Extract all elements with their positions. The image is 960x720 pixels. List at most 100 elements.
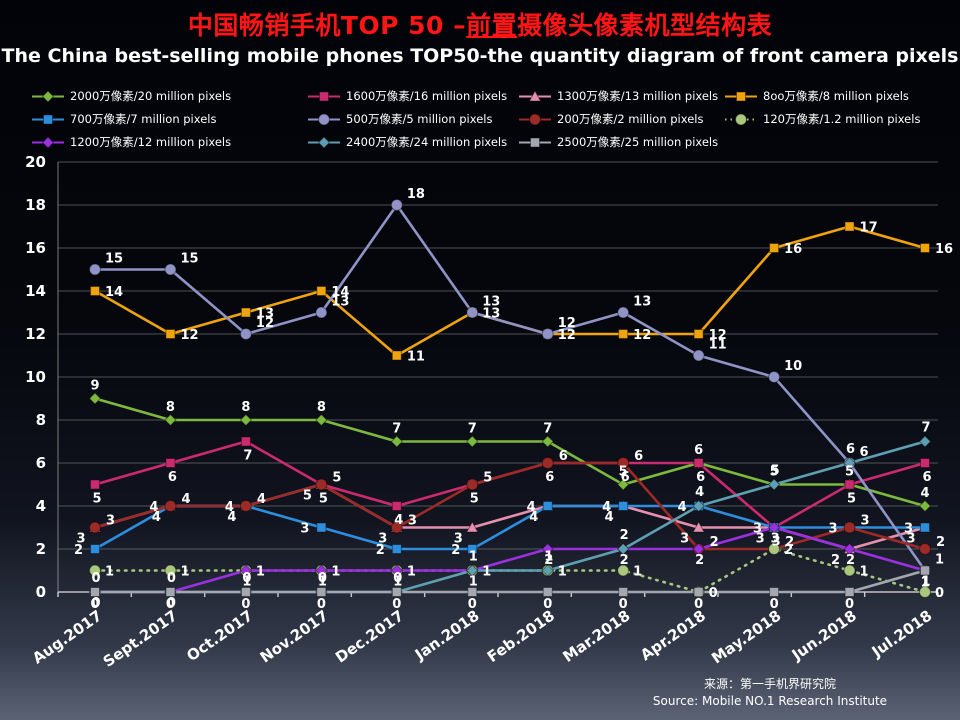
data-label: 1 [482,565,491,580]
data-point-marker [844,221,855,232]
data-point-marker [693,458,704,468]
data-label: 0 [694,597,703,612]
data-label: 0 [392,597,401,612]
data-point-marker [692,499,705,513]
data-label: 1 [393,575,402,590]
data-point-marker [769,587,780,597]
data-label: 9 [90,379,99,394]
series-line [93,461,927,551]
data-point-marker [843,456,856,470]
data-point-marker [466,478,479,491]
data-label: 1 [920,576,929,591]
data-point-marker [88,392,102,405]
data-point-marker [843,542,856,556]
title-highlight: 前置 [466,11,518,40]
data-label: 7 [468,422,477,437]
data-label: 6 [621,470,630,485]
data-label: 2 [784,543,793,558]
data-label: 6 [694,443,703,458]
data-point-marker [316,587,327,597]
data-label: 4 [527,500,536,515]
legend-marker-icon [32,114,64,124]
legend-item: 700万像素/7 million pixels [32,111,308,127]
data-point-marker [692,520,705,533]
data-point-marker [541,457,554,469]
data-point-marker [90,286,100,296]
legend-item: 2500万像素/25 million pixels [519,134,725,150]
data-label: 3 [300,522,309,537]
data-point-marker [768,371,781,383]
source-note: 来源：第一手机界研究院 Source: Mobile NO.1 Research… [560,676,960,711]
series-line [93,569,927,594]
svg-text:Feb.2018: Feb.2018 [484,607,558,666]
legend-item: 2400万像素/24 million pixels [308,134,519,150]
data-point-marker [239,328,252,340]
svg-text:12: 12 [25,325,46,343]
data-point-marker [843,564,856,577]
data-label: 0 [91,571,100,586]
data-label: 12 [558,316,576,331]
data-point-marker [767,478,781,491]
data-point-marker [616,542,630,556]
data-label: 1 [180,565,189,580]
data-point-marker [391,544,402,554]
data-label: 4 [529,510,538,525]
data-point-marker [41,89,55,103]
page-subtitle: The China best-selling mobile phones TOP… [1,45,959,67]
data-label: 1 [860,565,869,580]
data-point-marker [164,564,177,577]
svg-text:Oct.2017: Oct.2017 [183,607,256,665]
data-label: 0 [845,597,854,612]
data-point-marker [919,543,931,555]
data-label: 2 [936,535,945,550]
data-label: 5 [470,492,479,507]
data-point-marker [920,458,930,468]
data-label: 5 [319,492,328,507]
data-label: 2 [710,535,719,550]
data-point-marker [391,587,402,597]
legend-marker-icon [519,113,551,125]
data-label: 5 [332,471,341,486]
data-label: 1 [256,565,265,580]
data-label: 2 [544,553,553,568]
legend-marker-icon [308,91,340,101]
legend-label: 700万像素/7 million pixels [70,112,217,126]
data-label: 6 [168,470,177,485]
data-label: 3 [771,532,780,547]
data-label: 1 [558,565,567,580]
data-label: 14 [331,285,349,300]
data-point-marker [617,306,630,319]
data-point-marker [918,499,932,513]
data-label: 0 [709,586,718,601]
data-label: 2 [831,553,840,568]
data-point-marker [617,457,630,469]
data-label: 0 [935,586,944,601]
data-point-marker [90,479,100,490]
svg-text:Apr.2018: Apr.2018 [637,607,709,665]
data-point-marker [618,587,629,597]
data-label: 1 [105,565,114,580]
data-label: 3 [454,532,463,547]
data-point-marker [240,587,251,597]
data-label: 13 [633,295,651,310]
data-label: 2 [846,553,855,568]
data-point-marker [390,564,404,577]
data-label: 4 [181,492,190,507]
data-point-marker [467,587,478,597]
data-label: 12 [558,328,576,343]
data-point-marker [529,113,541,125]
data-point-marker [317,135,331,149]
legend-item: 120万像素/1.2 million pixels [725,111,948,127]
chart-legend: 2000万像素/20 million pixels 1600万像素/16 mill… [32,88,948,150]
data-label: 3 [378,532,387,547]
data-label: 3 [753,522,762,537]
data-label: 3 [861,514,870,529]
data-point-marker [692,349,705,362]
data-label: 5 [847,492,856,507]
data-point-marker [530,137,540,147]
series-line [93,397,927,508]
data-point-marker [528,89,542,102]
data-label: 1 [331,565,340,580]
data-point-marker [315,564,328,577]
